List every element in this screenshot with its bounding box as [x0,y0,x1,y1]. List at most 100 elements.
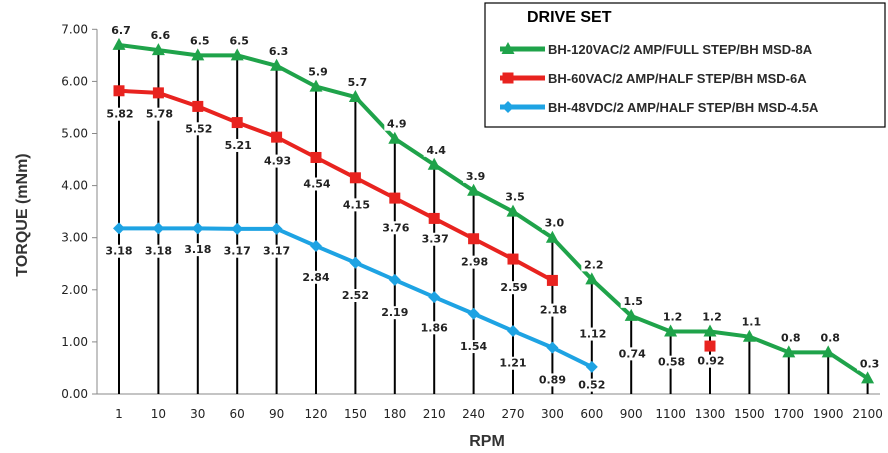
legend-swatch-marker [502,101,514,113]
series-layer [112,37,875,384]
y-tick-label: 0.00 [61,387,88,401]
y-tick-label: 2.00 [61,283,88,297]
label-bg [266,44,292,58]
label-bg [458,255,491,269]
label-bg [419,232,452,246]
series-marker [428,291,441,304]
y-tick-label: 1.00 [61,335,88,349]
x-tick-label: 1900 [813,407,844,421]
legend-label: BH-48VDC/2 AMP/HALF STEP/BH MSD-4.5A [548,100,819,115]
green-data-label: 6.5 [229,34,249,47]
red-data-label: 5.82 [106,108,133,121]
series-marker [191,222,204,235]
label-bg [738,315,764,329]
red-data-label: 5.52 [185,122,212,135]
red-data-label: 5.21 [225,139,252,152]
series-1 [112,37,875,384]
blue-data-label: 3.17 [263,245,290,258]
series-marker [467,307,480,320]
x-tick-label: 300 [541,407,564,421]
series-line [118,42,869,381]
green-data-label: 1.1 [742,316,762,329]
label-bg [340,198,373,212]
series-marker [546,341,559,354]
label-bg [384,117,410,131]
green-data-label: 3.5 [505,191,525,204]
green-data-label: 5.7 [348,76,368,89]
series-marker [624,308,638,321]
green-data-label: 3.0 [545,217,565,230]
y-tick-label: 5.00 [61,127,88,141]
series-marker [113,85,125,97]
series-marker [270,58,284,71]
green-data-label: 0.3 [860,357,880,370]
series-marker [821,345,835,358]
series-marker [703,324,717,337]
chart-axes: 0.00 1.00 2.00 3.00 4.00 5.00 6.00 7.00 1 10 30 60 9… [61,22,883,421]
x-tick-label: 1500 [734,407,765,421]
series-marker [782,345,796,358]
label-bg [616,347,649,361]
red-data-label: 2.98 [461,256,488,269]
label-bg [655,355,688,369]
x-tick-label: 1300 [695,407,726,421]
series-marker [270,222,283,235]
label-bg [339,289,372,303]
x-tick-label: 1700 [774,407,805,421]
blue-data-label: 1.86 [421,321,448,334]
label-bg [260,244,293,258]
x-tick-label: 150 [344,407,367,421]
green-data-label: 0.8 [781,331,801,344]
series-marker [585,360,598,373]
y-axis-title: TORQUE (mNm) [14,153,31,276]
y-tick-label: 6.00 [61,74,88,88]
series-marker [231,222,244,235]
label-bg [301,177,333,191]
green-data-label: 1.5 [623,295,643,308]
green-data-label: 6.3 [269,45,289,58]
red-data-label: 4.54 [303,178,330,191]
label-bg [497,356,529,370]
series-marker [152,222,165,235]
legend-label: BH-120VAC/2 AMP/FULL STEP/BH MSD-8A [548,42,813,57]
label-bg [778,331,804,345]
series-marker [545,230,559,243]
label-bg [457,340,490,354]
series-line [118,88,554,283]
label-bg [182,122,215,136]
label-bg [261,154,294,168]
series-marker [585,272,599,285]
series-marker [704,340,716,352]
series-marker [507,253,519,265]
series-marker [389,192,401,204]
red-data-label: 5.78 [146,108,173,121]
x-tick-label: 270 [502,407,525,421]
blue-data-label: 3.18 [105,245,132,258]
series-marker [231,117,243,129]
data-labels: 6.7 6.6 6.5 6.5 6.3 5.9 5.7 4.9 4.4 3.9 3.5 3.0 2.2 1… [103,23,883,392]
series-marker [467,183,481,196]
label-bg [104,107,136,121]
blue-data-label: 3.18 [184,243,211,256]
label-bg [181,243,214,257]
x-tick-label: 1100 [655,407,686,421]
blue-data-label: 0.52 [578,379,605,392]
blue-data-label: 1.54 [460,340,487,353]
label-bg [344,76,370,90]
y-tick-label: 3.00 [61,231,88,245]
x-tick-label: 900 [620,407,643,421]
series-marker [152,87,164,99]
series-3 [113,222,598,373]
red-data-label: 4.93 [264,155,291,168]
label-bg [498,281,530,295]
blue-data-label: 3.17 [224,245,251,258]
legend-label: BH-60VAC/2 AMP/HALF STEP/BH MSD-6A [548,71,807,86]
legend-swatch-marker [502,72,514,84]
blue-data-label: 3.18 [145,245,172,258]
series-marker [428,212,440,224]
series-marker [112,37,126,50]
x-tick-label: 90 [269,407,284,421]
label-bg [300,270,332,284]
red-data-label: 1.12 [579,328,606,341]
